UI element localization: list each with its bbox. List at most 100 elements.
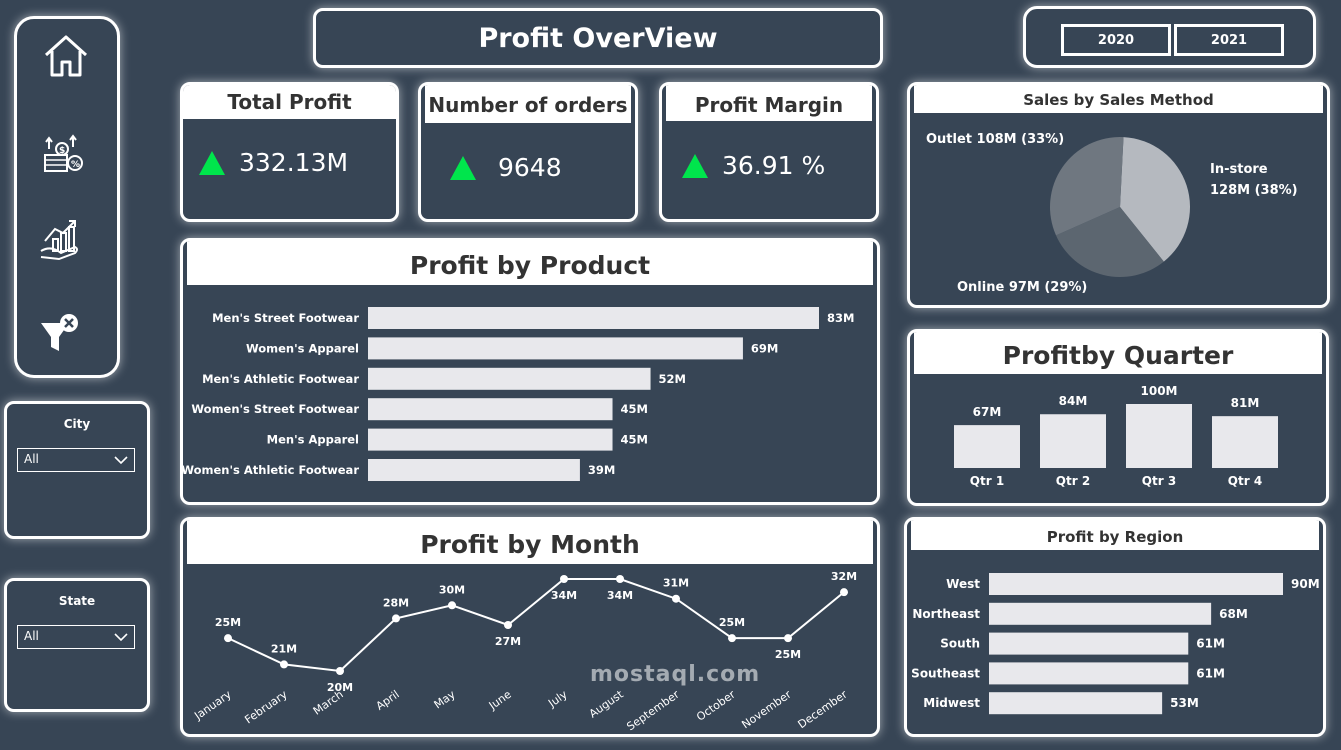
line-point bbox=[280, 660, 288, 669]
year-2021-button[interactable]: 2021 bbox=[1174, 24, 1284, 56]
bar bbox=[1040, 414, 1106, 468]
point-data-label: 20M bbox=[327, 681, 353, 694]
point-data-label: 25M bbox=[775, 648, 801, 661]
bar bbox=[989, 692, 1163, 715]
line-point bbox=[448, 601, 456, 610]
home-icon[interactable] bbox=[41, 31, 91, 81]
svg-text:$: $ bbox=[59, 146, 65, 156]
point-data-label: 25M bbox=[215, 616, 241, 629]
pie-slice-label: Outlet 108M (33%) bbox=[926, 132, 1064, 147]
kpi-margin-label: Profit Margin bbox=[666, 85, 872, 121]
point-data-label: 34M bbox=[551, 589, 577, 602]
bar-data-label: 61M bbox=[1196, 637, 1225, 651]
pie-slice-label: In-store bbox=[1210, 162, 1268, 177]
profit-by-month-card: Profit by Month 25M January 21M February 20M… bbox=[180, 517, 880, 737]
bar-data-label: 68M bbox=[1219, 607, 1248, 621]
line-point bbox=[504, 621, 512, 629]
bar-category-label: South bbox=[940, 637, 980, 651]
x-tick-label: November bbox=[739, 688, 794, 732]
clear-filter-icon[interactable] bbox=[39, 311, 83, 355]
state-slicer-label: State bbox=[58, 594, 96, 608]
year-2020-button[interactable]: 2020 bbox=[1061, 24, 1171, 56]
city-dropdown[interactable]: All bbox=[17, 448, 135, 472]
growth-icon[interactable] bbox=[39, 217, 83, 261]
city-slicer: City All bbox=[4, 401, 150, 539]
bar-data-label: 61M bbox=[1196, 666, 1225, 680]
kpi-total-profit-label: Total Profit bbox=[183, 85, 396, 119]
kpi-orders-value: 9648 bbox=[498, 153, 562, 182]
point-data-label: 27M bbox=[495, 635, 521, 648]
profit-by-quarter-title: Profitby Quarter bbox=[914, 332, 1322, 374]
bar bbox=[1212, 416, 1278, 468]
state-dropdown[interactable]: All bbox=[17, 625, 135, 649]
pie-slice bbox=[1050, 137, 1124, 236]
bar bbox=[368, 367, 651, 390]
line-point bbox=[728, 634, 736, 643]
bar-data-label: 39M bbox=[588, 463, 615, 477]
sales-by-method-title: Sales by Sales Method bbox=[914, 85, 1323, 113]
bar-data-label: 53M bbox=[1170, 696, 1199, 710]
profit-by-product-chart: Men's Street Footwear 83M Women's Apparel 6… bbox=[183, 307, 854, 481]
profit-by-quarter-card: Profitby Quarter 67M Qtr 1 84M Qtr 2 100M Qtr… bbox=[907, 329, 1329, 506]
profit-by-month-title: Profit by Month bbox=[187, 520, 873, 564]
x-tick-label: Qtr 1 bbox=[970, 474, 1004, 488]
bar-data-label: 83M bbox=[827, 311, 854, 325]
x-tick-label: Qtr 3 bbox=[1142, 474, 1176, 488]
bar-data-label: 90M bbox=[1291, 577, 1320, 591]
profit-by-region-chart: West 90M Northeast 68M South 61M Southeast 61M M… bbox=[911, 573, 1320, 715]
kpi-margin-value: 36.91 % bbox=[722, 151, 826, 180]
point-data-label: 31M bbox=[663, 577, 689, 590]
sidebar-nav: $ % bbox=[14, 16, 120, 378]
state-dropdown-value: All bbox=[24, 629, 39, 643]
x-tick-label: June bbox=[486, 688, 514, 713]
point-data-label: 21M bbox=[271, 642, 297, 655]
bar bbox=[989, 662, 1189, 685]
year-filter: 2020 2021 bbox=[1023, 6, 1316, 68]
bar-category-label: Women's Street Footwear bbox=[191, 402, 359, 416]
kpi-total-profit-value: 332.13M bbox=[239, 148, 349, 177]
pie-slice-label: Online 97M (29%) bbox=[957, 280, 1087, 295]
bar-category-label: Men's Apparel bbox=[267, 433, 359, 447]
bar-data-label: 67M bbox=[973, 405, 1002, 419]
chevron-down-icon bbox=[114, 633, 128, 642]
city-slicer-label: City bbox=[63, 417, 91, 431]
pie-slice bbox=[1120, 137, 1190, 262]
line-point bbox=[392, 614, 400, 623]
up-arrow-icon bbox=[450, 155, 476, 180]
line-point bbox=[616, 575, 624, 583]
line-point bbox=[784, 634, 792, 643]
bar-data-label: 84M bbox=[1059, 394, 1088, 408]
city-dropdown-value: All bbox=[24, 452, 39, 466]
bar bbox=[368, 307, 819, 329]
chevron-down-icon bbox=[114, 456, 128, 465]
x-tick-label: Qtr 2 bbox=[1056, 474, 1090, 488]
bar bbox=[368, 398, 613, 421]
bar-category-label: Midwest bbox=[923, 696, 980, 710]
page-title-box: Profit OverView bbox=[313, 8, 883, 68]
kpi-margin: Profit Margin 36.91 % bbox=[659, 82, 879, 222]
pie-slice bbox=[1055, 207, 1164, 277]
state-slicer: State All bbox=[4, 578, 150, 712]
bar bbox=[368, 459, 580, 481]
point-data-label: 25M bbox=[719, 616, 745, 629]
bar bbox=[1126, 404, 1192, 468]
point-data-label: 34M bbox=[607, 589, 633, 602]
bar bbox=[989, 573, 1283, 595]
kpi-orders-label: Number of orders bbox=[425, 85, 631, 123]
page-title: Profit OverView bbox=[478, 22, 718, 54]
point-data-label: 32M bbox=[831, 570, 857, 583]
bar bbox=[989, 602, 1212, 625]
bar-category-label: Women's Athletic Footwear bbox=[183, 463, 359, 477]
line-point bbox=[672, 594, 680, 603]
bar-category-label: Men's Street Footwear bbox=[212, 311, 359, 325]
bar-category-label: Southeast bbox=[911, 666, 980, 680]
kpi-total-profit: Total Profit 332.13M bbox=[180, 82, 399, 222]
profit-by-quarter-chart: 67M Qtr 1 84M Qtr 2 100M Qtr 3 81M Qtr 4 bbox=[954, 384, 1278, 488]
point-data-label: 30M bbox=[439, 583, 465, 596]
x-tick-label: September bbox=[624, 688, 682, 734]
up-arrow-icon bbox=[682, 153, 708, 178]
finance-icon[interactable]: $ % bbox=[41, 133, 85, 177]
bar-data-label: 69M bbox=[751, 341, 778, 355]
line-point bbox=[336, 667, 344, 675]
profit-by-month-chart: 25MJanuary21MFebruary20MMarch28MApril30M… bbox=[191, 570, 857, 734]
